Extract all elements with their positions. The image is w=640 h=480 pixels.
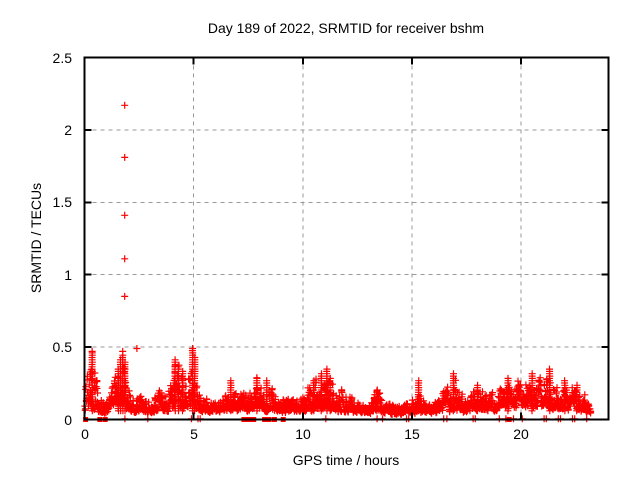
y-tick-label: 2 [64,122,72,138]
y-tick-label: 2.5 [52,50,72,66]
plot-border [83,56,610,421]
x-tick-label: 5 [190,426,198,442]
x-axis-label: GPS time / hours [292,452,400,468]
y-tick-label: 0.5 [52,339,72,355]
y-tick-label: 0 [64,412,72,428]
data-points-plus [81,101,595,423]
x-tick-label: 0 [81,426,89,442]
y-tick-label: 1.5 [52,194,72,210]
x-tick-label: 15 [404,426,420,442]
y-tick-label: 1 [64,267,72,283]
x-tick-label: 20 [513,426,529,442]
chart-title: Day 189 of 2022, SRMTID for receiver bsh… [207,20,485,36]
x-tick-label: 10 [295,426,311,442]
grid-lines [84,57,609,420]
